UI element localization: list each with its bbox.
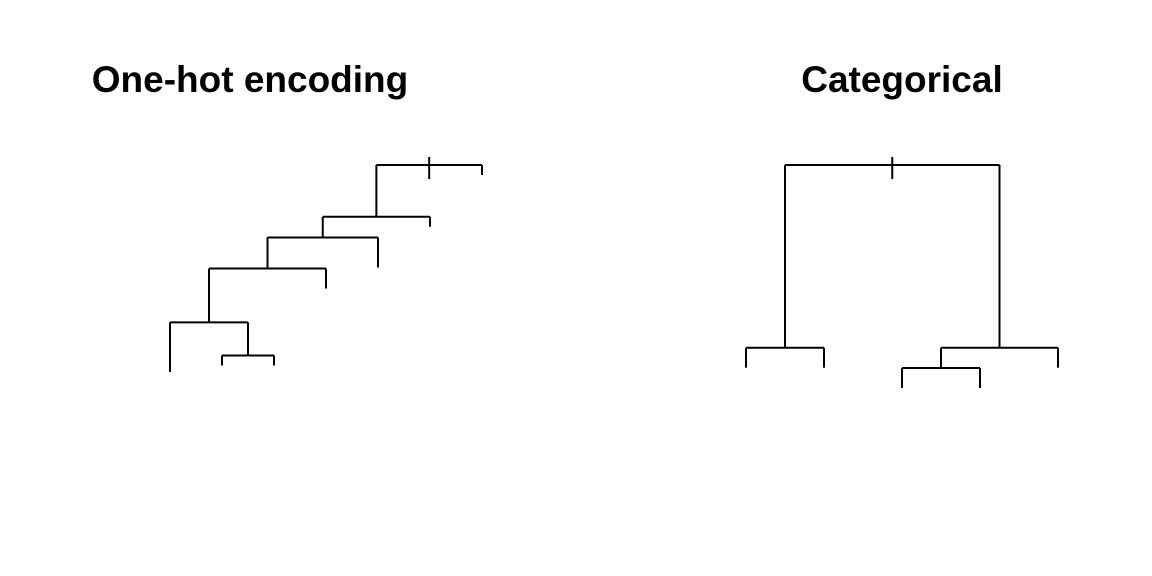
dendrogram bbox=[745, 157, 1059, 388]
panel-categorical: Categorical bbox=[576, 0, 1152, 576]
panel-title: Categorical bbox=[801, 59, 1003, 100]
panel-one-hot-encoding: One-hot encoding bbox=[91, 59, 483, 372]
panel-title: One-hot encoding bbox=[91, 59, 409, 100]
dendrogram bbox=[169, 157, 483, 372]
